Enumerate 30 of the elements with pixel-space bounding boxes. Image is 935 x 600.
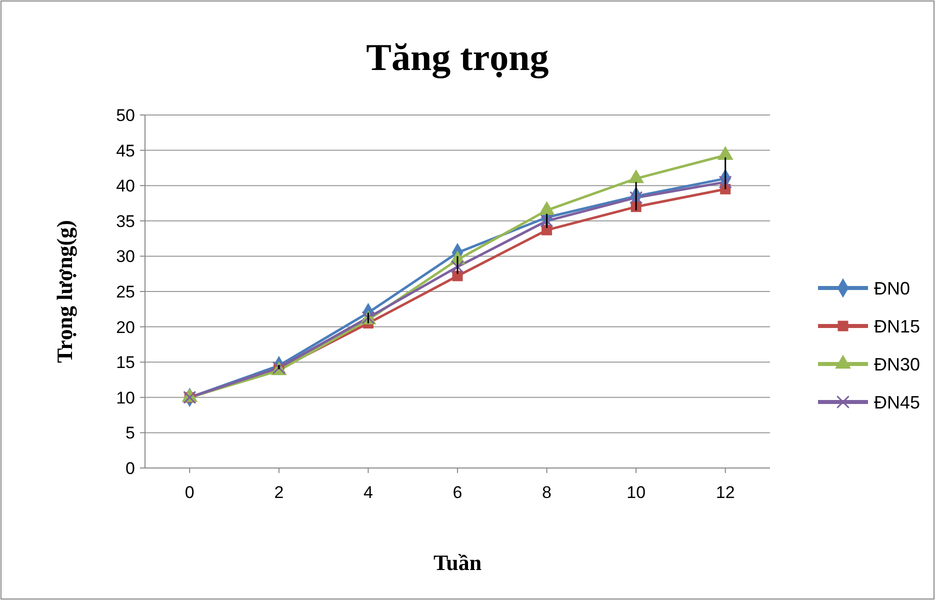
point [718,176,732,189]
point [542,224,552,236]
x-tick-label: 8 [542,483,552,502]
legend-label: ĐN30 [874,354,920,374]
y-tick-label: 35 [116,212,135,231]
legend-label: ĐN45 [874,392,920,412]
y-tick-label: 5 [126,424,135,443]
point [630,191,643,204]
y-tick-label: 25 [116,282,135,302]
point [540,214,554,228]
y-tick-label: 45 [116,141,135,160]
y-tick-label: 20 [116,318,135,337]
x-tick-label: 10 [626,483,646,502]
y-tick-label: 15 [116,353,135,372]
y-tick-label: 40 [116,176,135,196]
x-axis-title: Tuần [433,550,482,575]
legend-label: ĐN15 [874,316,920,336]
y-tick-label: 50 [116,106,135,125]
legend-label: ĐN0 [874,278,910,298]
x-tick-label: 4 [363,483,373,502]
y-tick-label: 0 [126,458,135,478]
x-tick-label: 12 [716,483,735,502]
x-tick-label: 6 [452,483,462,502]
x-tick-label: 0 [184,483,194,502]
point [450,260,464,274]
y-axis-title: Trọng lượng(g) [52,220,77,363]
chart-title: Tăng trọng [366,37,549,79]
y-tick-label: 30 [116,247,135,266]
x-tick-label: 2 [274,483,284,502]
y-tick-label: 10 [116,388,135,408]
